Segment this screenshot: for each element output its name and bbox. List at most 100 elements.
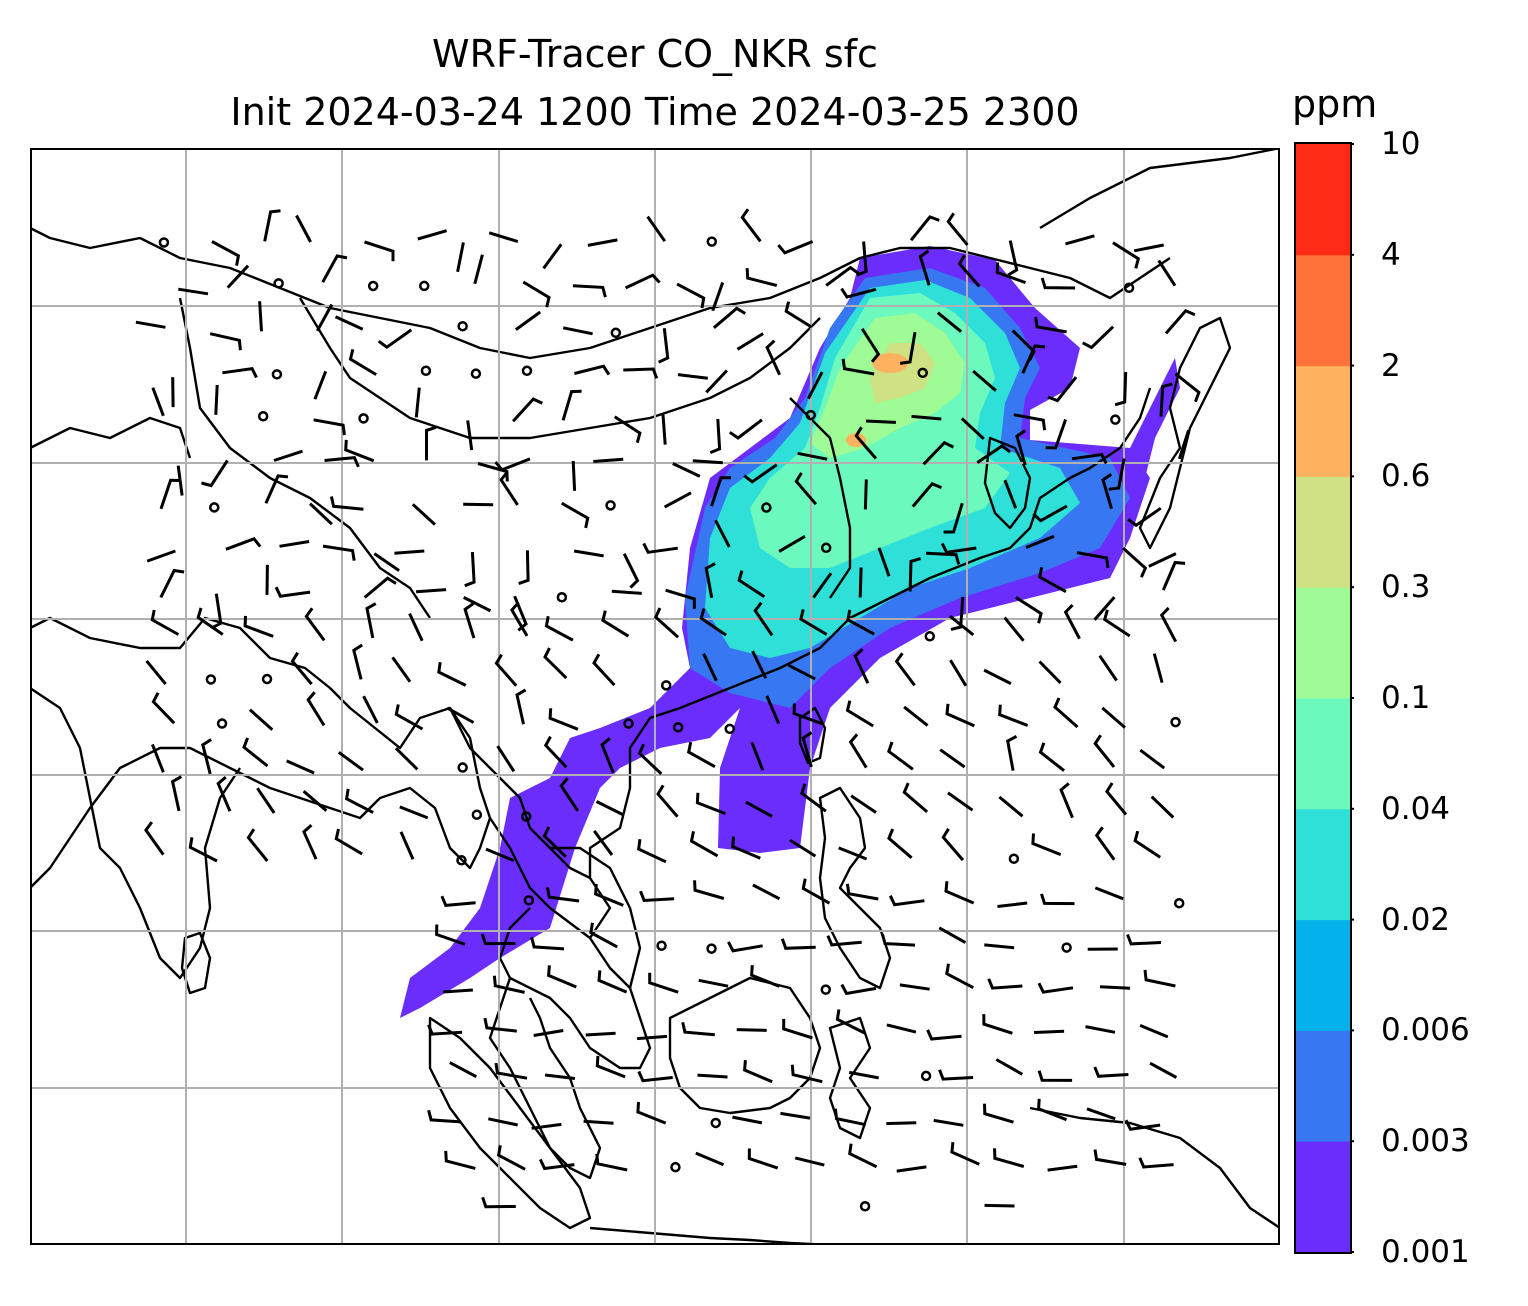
wind-barb <box>302 790 328 812</box>
wind-barb <box>982 1014 1013 1035</box>
wind-barb <box>1174 372 1201 403</box>
wind-barb <box>256 787 276 814</box>
wind-barb <box>941 828 965 862</box>
wind-barb <box>1003 616 1025 642</box>
wind-barb <box>592 830 614 856</box>
calm-wind-marker <box>610 327 622 339</box>
wind-barb <box>938 926 967 944</box>
wind-barb <box>561 389 582 421</box>
wind-barb <box>531 1122 562 1130</box>
wind-barb <box>812 572 833 599</box>
wind-barb <box>572 284 607 298</box>
calm-wind-marker <box>556 592 568 603</box>
wind-barb <box>597 970 628 994</box>
wind-barb <box>938 1069 974 1081</box>
wind-barb <box>728 418 763 440</box>
wind-barb <box>437 661 467 687</box>
wind-barb <box>209 332 242 351</box>
wind-barb <box>993 1148 1025 1168</box>
colorbar-cell <box>1295 476 1351 588</box>
wind-barb <box>1093 1066 1129 1078</box>
colorbar-tick-label: 0.003 <box>1381 1123 1470 1160</box>
calm-wind-marker <box>706 236 718 247</box>
wind-barb <box>1086 1107 1116 1121</box>
wind-barb <box>886 1121 917 1126</box>
calm-wind-marker <box>670 1161 681 1173</box>
wind-barb <box>543 647 568 680</box>
wind-barb <box>463 596 492 613</box>
wind-barb <box>399 805 429 820</box>
wind-barb <box>583 1119 614 1125</box>
wind-barb <box>1122 546 1148 578</box>
wind-barb <box>681 1021 715 1037</box>
wind-barb <box>1037 1070 1073 1082</box>
wind-barb <box>1112 241 1141 269</box>
border-china-west <box>178 297 431 619</box>
calm-wind-marker <box>805 409 817 421</box>
wind-barb <box>1133 243 1164 253</box>
wind-barb <box>427 1109 462 1124</box>
wind-barb <box>949 659 968 687</box>
wind-barb <box>637 1070 673 1083</box>
wind-barb <box>348 348 377 376</box>
wind-barb <box>304 607 326 642</box>
wind-barb <box>425 425 437 461</box>
wind-barb <box>943 502 964 534</box>
wind-barb <box>487 1117 519 1127</box>
calm-wind-marker <box>420 365 432 376</box>
calm-wind-marker <box>660 680 672 691</box>
calm-wind-marker <box>261 673 273 685</box>
wind-barb <box>574 364 611 376</box>
calm-wind-marker <box>457 762 468 773</box>
calm-wind-marker <box>273 278 284 289</box>
wind-barb <box>216 775 232 812</box>
coast-malay <box>488 977 602 1180</box>
wind-barb <box>1098 654 1118 682</box>
colorbar-tick-label: 0.04 <box>1381 790 1451 827</box>
calm-wind-marker <box>470 368 482 379</box>
calm-wind-marker <box>216 718 228 729</box>
wind-barb <box>846 609 875 636</box>
wind-barb <box>697 1073 728 1079</box>
colorbar-tick-label: 2 <box>1381 347 1401 384</box>
wind-barb <box>1139 748 1166 770</box>
wind-barb <box>1126 933 1162 946</box>
wind-barb <box>464 552 476 588</box>
wind-barb <box>840 287 877 299</box>
colorbar-tick-label: 4 <box>1381 236 1401 273</box>
wind-barb <box>661 414 667 445</box>
wind-barb <box>1101 706 1126 729</box>
wind-barb <box>1045 419 1068 450</box>
colorbar-cell <box>1295 808 1351 921</box>
map-panel <box>30 148 1280 1245</box>
calm-wind-marker <box>257 411 269 422</box>
wind-barb <box>211 240 241 266</box>
colorbar-tick-label: 0.001 <box>1381 1234 1470 1270</box>
wind-barb <box>246 828 269 862</box>
wind-barb <box>896 1165 927 1173</box>
wind-barb <box>850 794 877 814</box>
wind-barb <box>1139 1024 1169 1039</box>
wind-barb <box>1006 734 1018 771</box>
wind-barb <box>926 551 961 565</box>
wind-barb <box>709 418 722 454</box>
calm-wind-marker <box>158 237 170 248</box>
wind-barb <box>1127 506 1162 528</box>
wind-barb <box>712 306 746 329</box>
wind-barb <box>698 978 729 988</box>
wind-barb <box>794 472 818 506</box>
wind-barb <box>623 367 659 379</box>
wind-barb <box>693 880 725 900</box>
wind-barb <box>745 800 773 818</box>
wind-barb <box>611 589 642 595</box>
wind-barb <box>743 463 778 484</box>
wind-barb <box>511 397 544 423</box>
wind-barb <box>950 596 965 631</box>
wind-barb <box>926 1029 962 1041</box>
wind-barb <box>488 231 519 244</box>
wind-barb <box>427 1024 463 1036</box>
wind-barb <box>1025 534 1055 549</box>
wind-barb <box>592 653 616 687</box>
wind-barb <box>899 332 917 365</box>
calm-wind-marker <box>358 413 369 424</box>
